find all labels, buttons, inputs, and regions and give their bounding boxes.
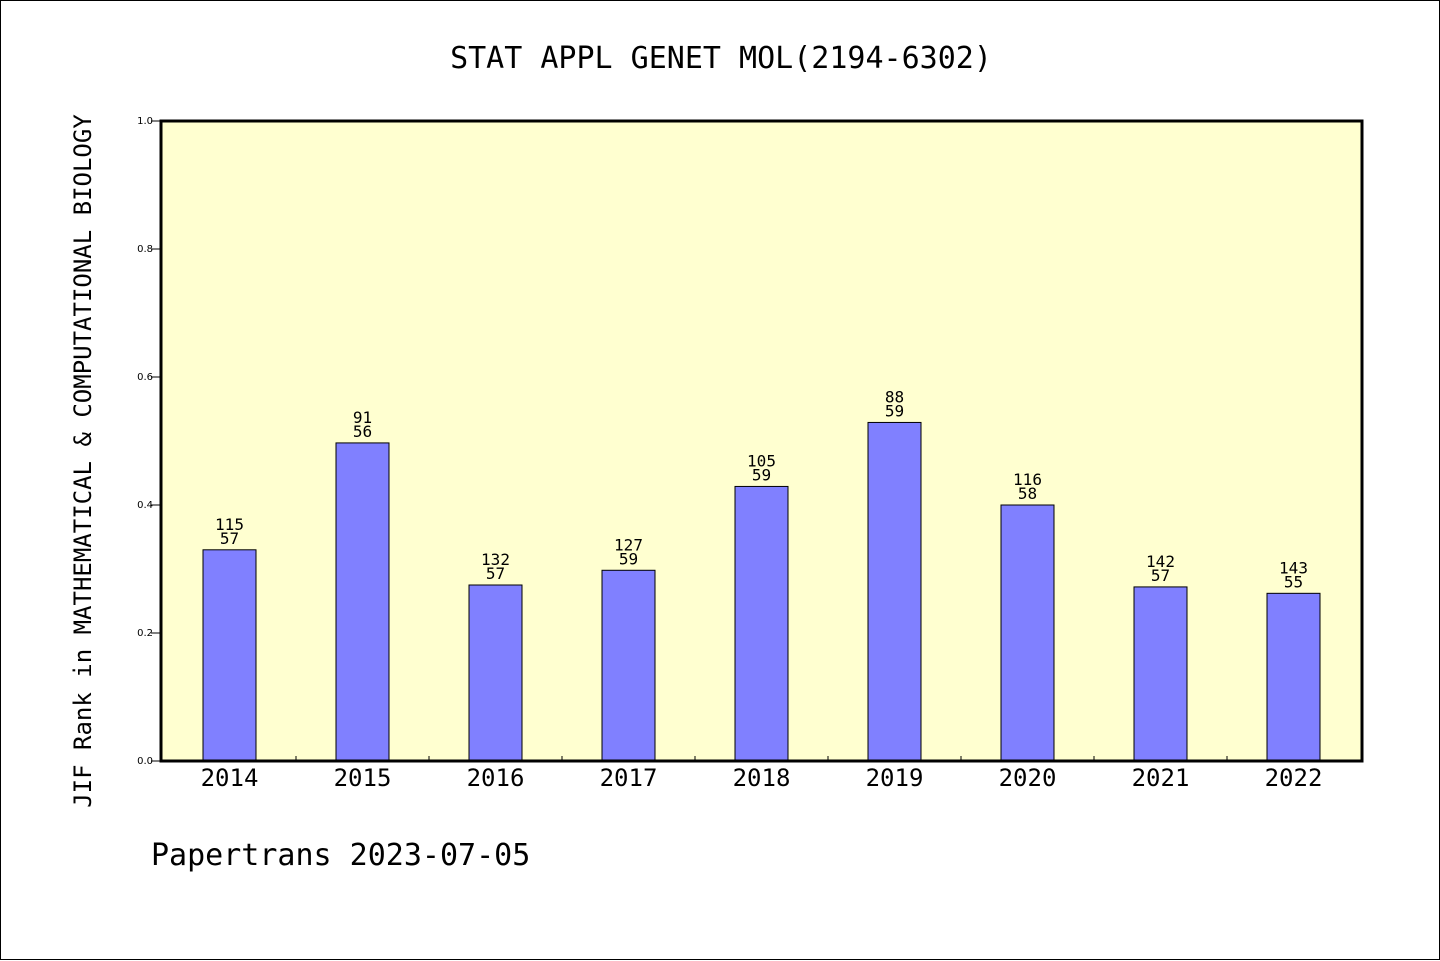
bar-rank-label-2021: 142 [1146, 552, 1175, 571]
bar-2020 [1000, 504, 1055, 762]
y-axis-label: JIF Rank in MATHEMATICAL & COMPUTATIONAL… [69, 114, 97, 808]
y-tick-label: 0.0 [137, 756, 153, 767]
bar-2018 [734, 485, 789, 762]
bar-count-label-2014: 57 [220, 529, 239, 548]
x-tick-label-2017: 2017 [600, 764, 658, 792]
bar-count-label-2017: 59 [619, 549, 638, 568]
plot-frame [159, 119, 1364, 763]
footer-credit: Papertrans 2023-07-05 [151, 838, 530, 873]
bar-rank-label-2015: 91 [353, 408, 372, 427]
x-tick-label-2022: 2022 [1265, 764, 1323, 792]
bar-rank-label-2018: 105 [747, 451, 776, 470]
bar-2014 [202, 549, 257, 762]
x-tick-label-2014: 2014 [201, 764, 259, 792]
bar-2022 [1266, 592, 1321, 762]
x-tick-label-2016: 2016 [467, 764, 525, 792]
bar-2017 [601, 569, 656, 762]
x-tick-label-2020: 2020 [999, 764, 1057, 792]
bar-count-label-2021: 57 [1151, 566, 1170, 585]
y-tick-label: 1.0 [137, 116, 153, 127]
x-tick-label-2019: 2019 [866, 764, 924, 792]
y-tick-label: 0.6 [137, 372, 153, 383]
bar-count-label-2020: 58 [1018, 484, 1037, 503]
y-tick-label: 0.2 [137, 628, 153, 639]
bar-2015 [335, 442, 390, 762]
bar-rank-label-2016: 132 [481, 550, 510, 569]
y-tick-label: 0.8 [137, 244, 153, 255]
bar-2016 [468, 584, 523, 762]
bar-rank-label-2014: 115 [215, 515, 244, 534]
bar-rank-label-2022: 143 [1279, 558, 1308, 577]
bar-rank-label-2020: 116 [1013, 470, 1042, 489]
bar-count-label-2022: 55 [1284, 572, 1303, 591]
bar-rank-label-2019: 88 [885, 387, 904, 406]
x-tick-label-2015: 2015 [334, 764, 392, 792]
bar-count-label-2015: 56 [353, 422, 372, 441]
bar-count-label-2016: 57 [486, 564, 505, 583]
y-axis-ticks: 0.0 0.2 0.4 0.6 0.8 1.0 [137, 116, 161, 767]
chart-title: STAT APPL GENET MOL(2194-6302) [450, 41, 992, 76]
bar-2021 [1133, 586, 1188, 762]
y-tick-label: 0.4 [137, 500, 153, 511]
bar-count-label-2019: 59 [885, 401, 904, 420]
x-axis-ticks: 2014 2015 2016 2017 2018 2019 2020 2021 2022 [201, 756, 1323, 792]
bar-count-label-2018: 59 [752, 465, 771, 484]
x-tick-label-2018: 2018 [733, 764, 791, 792]
bars [202, 421, 1321, 762]
x-tick-label-2021: 2021 [1132, 764, 1190, 792]
bar-rank-label-2017: 127 [614, 535, 643, 554]
bar-2019 [867, 421, 922, 762]
